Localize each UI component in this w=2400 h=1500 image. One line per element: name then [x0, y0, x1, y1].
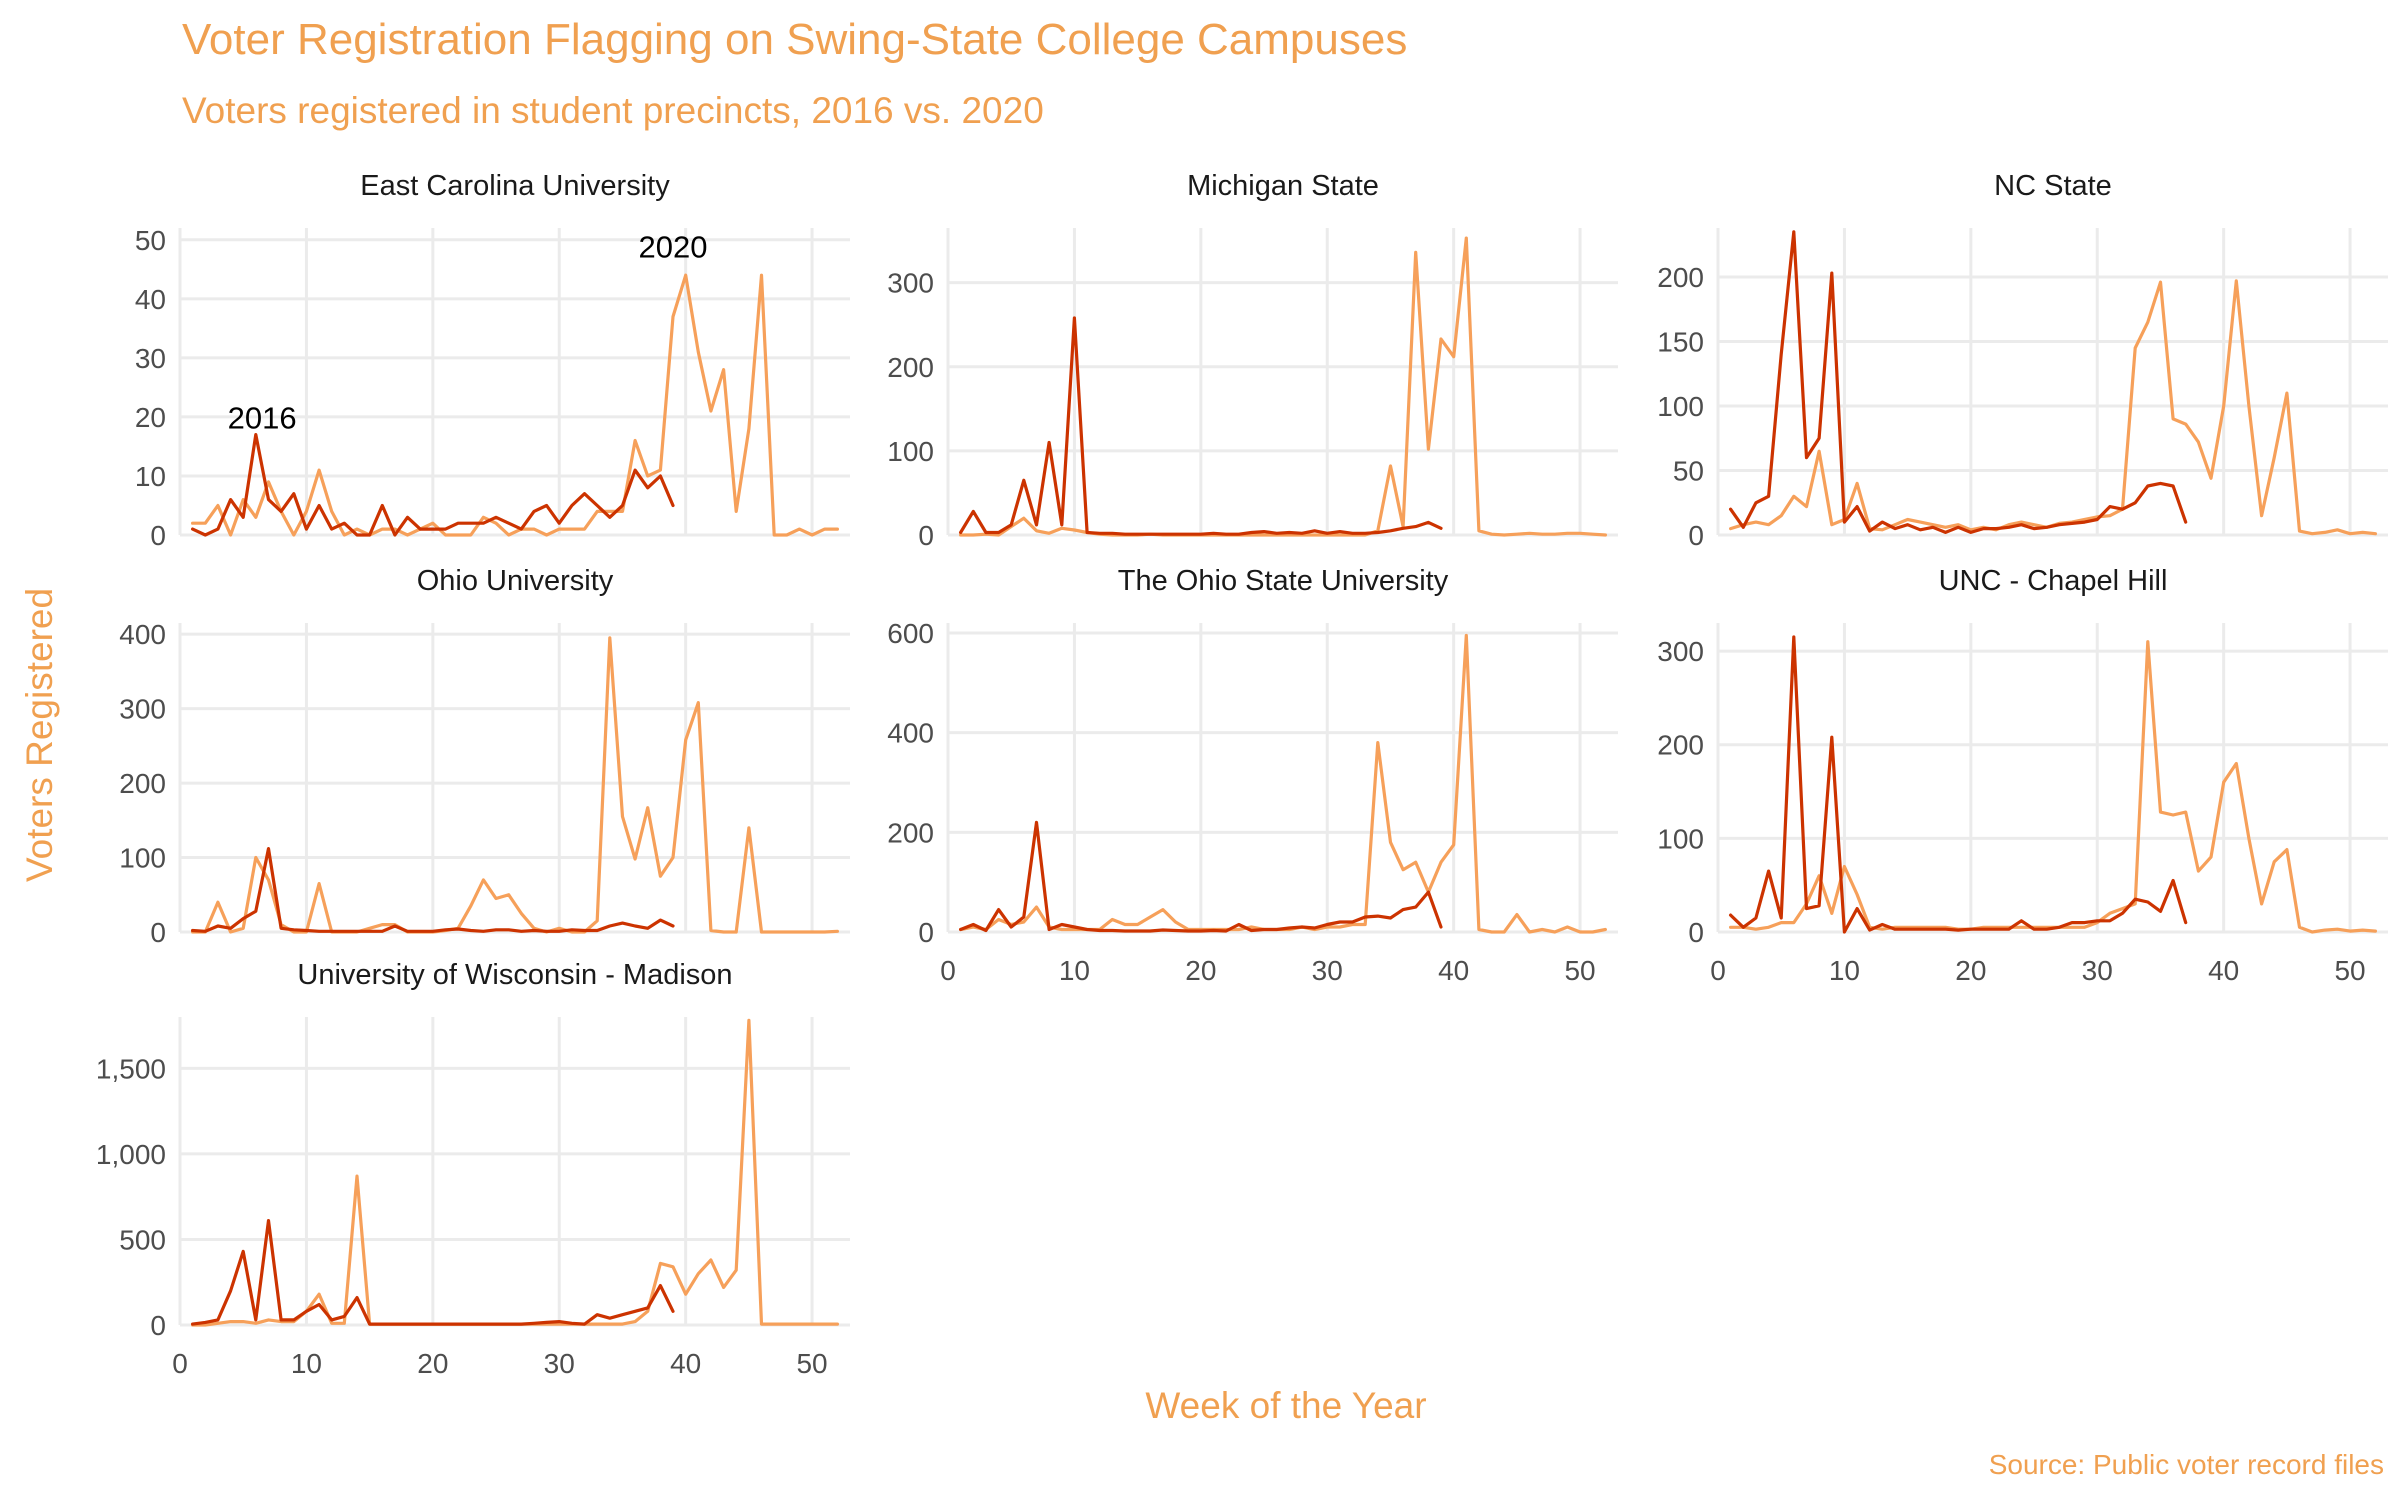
series-line-2016 [191, 846, 675, 933]
facet-panel: Michigan State 0 100 200 300 [887, 170, 1618, 551]
facet-title: East Carolina University [360, 170, 670, 202]
facet-panels: East Carolina University 0 10 20 30 40 50 2016 2… [96, 170, 2388, 1379]
series-line-2016 [958, 820, 1443, 933]
x-tick-label: 40 [670, 1348, 701, 1379]
x-tick-label: 40 [2208, 955, 2239, 986]
facet-title: Ohio University [417, 565, 614, 597]
series-line-2016 [191, 1218, 675, 1326]
facet-title: Michigan State [1187, 170, 1379, 202]
y-tick-label: 100 [1657, 391, 1704, 422]
facet-panel: Ohio University 0 100 200 300 400 [119, 565, 850, 948]
facet-panel: University of Wisconsin - Madison05001,0… [96, 959, 850, 1379]
y-tick-label: 1,500 [96, 1053, 166, 1084]
series-line-2016 [1728, 230, 2188, 535]
facet-title: NC State [1994, 170, 2112, 202]
y-tick-label: 0 [918, 520, 934, 551]
y-tick-label: 300 [1657, 636, 1704, 667]
y-tick-label: 0 [918, 917, 934, 948]
y-tick-label: 200 [887, 817, 934, 848]
x-tick-label: 10 [1829, 955, 1860, 986]
facet-panel: The Ohio State University 0 200 400 600 0 10 20… [887, 565, 1618, 986]
series-line-2020 [191, 273, 840, 537]
y-tick-label: 0 [1688, 917, 1704, 948]
x-tick-label: 0 [940, 955, 956, 986]
series-line-2020 [958, 236, 1608, 537]
y-tick-label: 0 [1688, 520, 1704, 551]
x-tick-label: 50 [1564, 955, 1595, 986]
y-tick-label: 0 [150, 1310, 166, 1341]
series-line-2016 [191, 433, 675, 537]
y-tick-label: 100 [887, 436, 934, 467]
y-tick-label: 400 [887, 718, 934, 749]
y-tick-label: 200 [1657, 262, 1704, 293]
facet-title: UNC - Chapel Hill [1939, 565, 2168, 597]
y-tick-label: 1,000 [96, 1139, 166, 1170]
y-tick-label: 300 [119, 694, 166, 725]
x-tick-label: 10 [291, 1348, 322, 1379]
x-axis-title: Week of the Year [1145, 1385, 1426, 1426]
series-line-2016 [1728, 635, 2188, 934]
series-line-2016 [958, 316, 1443, 536]
x-tick-label: 30 [544, 1348, 575, 1379]
chart-title: Voter Registration Flagging on Swing-Sta… [182, 15, 1407, 64]
x-tick-label: 20 [1955, 955, 1986, 986]
y-tick-label: 100 [119, 843, 166, 874]
y-tick-label: 10 [135, 461, 166, 492]
x-tick-label: 0 [1710, 955, 1726, 986]
y-tick-label: 50 [1673, 456, 1704, 487]
x-tick-label: 50 [2334, 955, 2365, 986]
x-tick-label: 20 [1185, 955, 1216, 986]
chart-subtitle: Voters registered in student precincts, … [182, 90, 1044, 131]
x-tick-label: 10 [1059, 955, 1090, 986]
y-tick-label: 50 [135, 225, 166, 256]
y-tick-label: 500 [119, 1224, 166, 1255]
y-tick-label: 150 [1657, 327, 1704, 358]
facet-panel: UNC - Chapel Hill 0 100 200 300 0 10 20 30 40 50 [1657, 565, 2388, 986]
y-axis-title: Voters Registered [19, 588, 60, 882]
series-annotation: 2020 [639, 230, 708, 265]
y-tick-label: 30 [135, 343, 166, 374]
x-tick-label: 0 [172, 1348, 188, 1379]
y-tick-label: 0 [150, 520, 166, 551]
x-tick-label: 40 [1438, 955, 1469, 986]
y-tick-label: 600 [887, 618, 934, 649]
x-tick-label: 20 [417, 1348, 448, 1379]
y-tick-label: 400 [119, 619, 166, 650]
series-line-2020 [958, 633, 1608, 934]
y-tick-label: 200 [887, 352, 934, 383]
facet-panel: East Carolina University 0 10 20 30 40 50 2016 2… [135, 170, 850, 551]
y-tick-label: 100 [1657, 823, 1704, 854]
facet-panel: NC State 0 50 100 150 200 [1657, 170, 2388, 551]
series-line-2020 [191, 1018, 840, 1327]
y-tick-label: 200 [119, 768, 166, 799]
facet-title: The Ohio State University [1118, 565, 1449, 597]
facet-title: University of Wisconsin - Madison [297, 959, 732, 991]
chart-caption: Source: Public voter record files [1989, 1449, 2384, 1480]
y-tick-label: 300 [887, 268, 934, 299]
y-tick-label: 20 [135, 402, 166, 433]
series-annotation: 2016 [228, 401, 297, 436]
y-tick-label: 200 [1657, 730, 1704, 761]
y-tick-label: 0 [150, 917, 166, 948]
y-tick-label: 40 [135, 284, 166, 315]
x-tick-label: 30 [2082, 955, 2113, 986]
x-tick-label: 30 [1312, 955, 1343, 986]
series-line-2020 [191, 636, 840, 934]
x-tick-label: 50 [796, 1348, 827, 1379]
